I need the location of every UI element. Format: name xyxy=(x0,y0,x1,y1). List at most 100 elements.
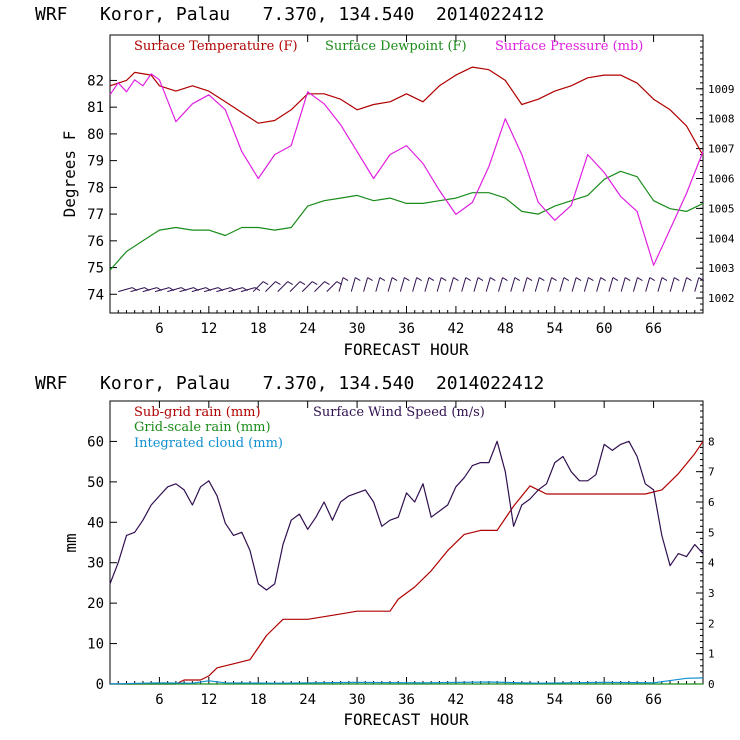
x-tick-label: 48 xyxy=(497,692,514,708)
chart1-legend-pressure: Surface Pressure (mb) xyxy=(495,39,643,54)
y-tick-label: 10 xyxy=(87,637,104,653)
wind-barb xyxy=(252,281,269,292)
chart2-title: WRF Koror, Palau 7.370, 134.540 20140224… xyxy=(35,373,544,394)
wind-barb xyxy=(461,277,471,292)
y-tick-label: 79 xyxy=(87,154,104,170)
x-tick-label: 60 xyxy=(596,692,613,708)
y-tick-label: 75 xyxy=(87,261,104,277)
chart1-legend-dewpoint: Surface Dewpoint (F) xyxy=(325,39,467,54)
y2-tick-label: 8 xyxy=(708,435,715,448)
wind-barb xyxy=(412,277,422,292)
chart2-y-axis-label: mm xyxy=(61,533,80,552)
y2-tick-label: 2 xyxy=(708,617,715,630)
wind-barb xyxy=(375,277,386,292)
wind-barb xyxy=(694,277,705,292)
y-tick-label: 30 xyxy=(87,556,104,572)
y-tick-label: 82 xyxy=(87,73,104,89)
y-tick-label: 80 xyxy=(87,127,104,143)
y-tick-label: 20 xyxy=(87,596,104,612)
y-tick-label: 76 xyxy=(87,234,104,250)
series-line-surface-dewpoint-f xyxy=(109,170,704,271)
wind-barb xyxy=(240,287,261,293)
y2-tick-label: 1007 xyxy=(708,143,735,156)
y2-tick-label: 4 xyxy=(708,557,715,570)
wind-barb xyxy=(301,281,318,292)
chart2-legend-integrated-cloud: Integrated cloud (mm) xyxy=(134,436,283,451)
wind-barb xyxy=(387,277,398,292)
wind-barb xyxy=(289,281,306,292)
chart1-legend-temperature: Surface Temperature (F) xyxy=(134,39,298,54)
wind-barb xyxy=(485,277,496,292)
x-tick-label: 54 xyxy=(546,321,563,337)
wind-barb xyxy=(473,277,484,292)
wind-barb xyxy=(583,277,594,292)
y-tick-label: 81 xyxy=(87,100,104,116)
x-tick-label: 42 xyxy=(447,321,464,337)
wind-barb xyxy=(314,281,330,292)
wind-barb xyxy=(632,277,643,292)
wind-barb xyxy=(277,281,293,292)
wind-barb xyxy=(571,277,582,292)
x-tick-label: 12 xyxy=(200,321,217,337)
wind-barb xyxy=(608,277,619,292)
chart2-legend-gridscale-rain: Grid-scale rain (mm) xyxy=(134,420,271,435)
x-tick-label: 6 xyxy=(155,692,163,708)
y-tick-label: 78 xyxy=(87,180,104,196)
chart1-title: WRF Koror, Palau 7.370, 134.540 20140224… xyxy=(35,4,544,25)
wind-barb xyxy=(596,277,606,292)
chart1-y2-axis: 1002 1003 1004 1005 1006 1007 1008 1009 xyxy=(696,40,735,311)
x-tick-label: 30 xyxy=(349,692,366,708)
wind-barb xyxy=(363,277,373,292)
wind-barb xyxy=(399,277,410,292)
chart1-y-axis: 74 75 76 77 78 79 80 81 82 xyxy=(87,73,117,303)
wind-barb xyxy=(522,277,533,292)
chart2-legend-wind-speed: Surface Wind Speed (m/s) xyxy=(313,405,485,420)
chart2-series xyxy=(109,440,704,685)
wind-barb xyxy=(448,277,459,292)
y2-tick-label: 1009 xyxy=(708,83,735,96)
series-line-surface-pressure-mb xyxy=(109,73,704,266)
x-tick-label: 36 xyxy=(398,692,415,708)
x-tick-label: 66 xyxy=(645,321,662,337)
y2-tick-label: 1 xyxy=(708,648,715,661)
wind-barb xyxy=(547,277,557,292)
wind-barb xyxy=(534,277,545,292)
x-tick-label: 6 xyxy=(155,321,163,337)
chart2-x-axis-label: FORECAST HOUR xyxy=(343,710,469,729)
wind-barb xyxy=(436,277,447,292)
wind-barb xyxy=(669,277,680,292)
y-tick-label: 40 xyxy=(87,515,104,531)
series-line-surface-temperature-f xyxy=(109,66,704,156)
wind-barb xyxy=(424,277,435,292)
chart1-series xyxy=(109,66,704,271)
chart1-wind-barbs xyxy=(118,277,705,293)
series-line-surface-wind-speed-m-s xyxy=(109,440,704,591)
x-tick-label: 18 xyxy=(250,692,267,708)
wind-barb xyxy=(265,281,281,292)
y2-tick-label: 1005 xyxy=(708,202,735,215)
x-tick-label: 24 xyxy=(299,321,316,337)
y-tick-label: 77 xyxy=(87,207,104,223)
wind-barb xyxy=(682,277,692,292)
wind-barb xyxy=(559,277,570,292)
chart2-y-axis: 0 10 20 30 40 50 60 xyxy=(87,434,117,693)
x-tick-label: 66 xyxy=(645,692,662,708)
wind-barb xyxy=(510,277,521,292)
y2-tick-label: 1002 xyxy=(708,292,735,305)
wind-barb xyxy=(620,277,631,292)
series-line-integrated-cloud-mm xyxy=(109,677,704,685)
x-tick-label: 18 xyxy=(250,321,267,337)
chart1-y-axis-label: Degrees F xyxy=(60,131,79,218)
y2-tick-label: 5 xyxy=(708,526,715,539)
x-tick-label: 48 xyxy=(497,321,514,337)
chart1-x-axis: 6 12 18 24 30 36 42 48 54 60 66 xyxy=(117,35,696,337)
wind-barb xyxy=(350,277,361,292)
y2-tick-label: 0 xyxy=(708,678,715,691)
y-tick-label: 74 xyxy=(87,287,104,303)
chart2-legend-subgrid-rain: Sub-grid rain (mm) xyxy=(134,405,261,420)
x-tick-label: 54 xyxy=(546,692,563,708)
y2-tick-label: 7 xyxy=(708,466,715,479)
wind-barb xyxy=(498,277,508,292)
x-tick-label: 24 xyxy=(299,692,316,708)
